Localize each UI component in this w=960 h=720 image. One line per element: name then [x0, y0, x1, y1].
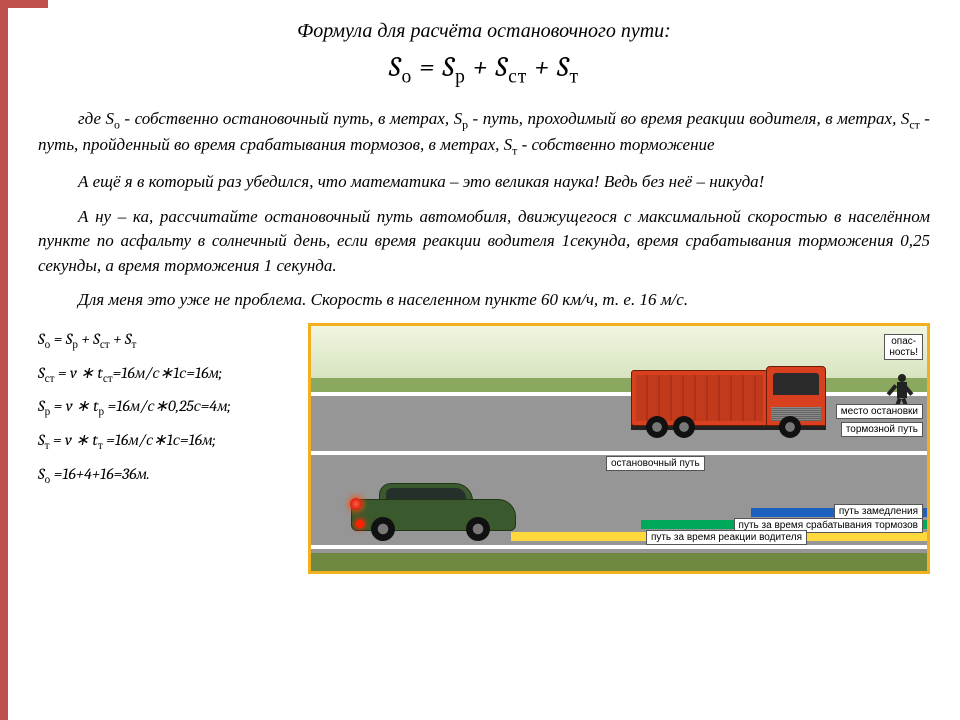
paragraph-1: А ещё я в который раз убедился, что мате…: [38, 170, 930, 195]
calc-line-4: Sт = v ∗ tт =16м/с∗1с=16м;: [38, 424, 298, 458]
diagram-grass-near: [311, 553, 927, 571]
calc-line-1: Sо = Sр + Sст + Sт: [38, 323, 298, 357]
lane-line: [311, 451, 927, 455]
paragraph-3: Для меня это уже не проблема. Скорость в…: [38, 288, 930, 313]
lower-row: Sо = Sр + Sст + Sт Sст = v ∗ tст=16м/с∗1…: [38, 323, 930, 574]
calc-line-5: Sо =16+4+16=36м.: [38, 458, 298, 492]
label-braking-path: тормозной путь: [841, 422, 923, 437]
car-icon: [351, 479, 516, 541]
calc-line-3: Sр = v ∗ tр =16м/с∗0,25с=4м;: [38, 390, 298, 424]
lane-line: [311, 392, 927, 396]
page-title: Формула для расчёта остановочного пути:: [38, 20, 930, 43]
diagram-grass-far: [311, 378, 927, 393]
paragraph-2: А ну – ка, рассчитайте остановочный путь…: [38, 205, 930, 279]
main-formula: Sо = Sр + Sст + Sт: [38, 51, 930, 89]
lane-line: [311, 545, 927, 549]
label-reaction-path: путь за время реакции водителя: [646, 530, 807, 545]
diagram-road: [311, 378, 927, 571]
calculation-block: Sо = Sр + Sст + Sт Sст = v ∗ tст=16м/с∗1…: [38, 323, 308, 574]
label-stop-place: место остановки: [836, 404, 923, 419]
diagram-sky: [311, 326, 927, 378]
truck-icon: [631, 360, 826, 438]
definitions-para: где Sо - собственно остановочный путь, в…: [38, 107, 930, 160]
label-decel-path: путь замедления: [834, 504, 923, 519]
corner-deco: [8, 0, 48, 48]
label-stopping-path: остановочный путь: [606, 456, 705, 471]
stopping-distance-diagram: опас- ность! место остановки тормозной п…: [308, 323, 930, 574]
calc-line-2: Sст = v ∗ tст=16м/с∗1с=16м;: [38, 357, 298, 391]
label-danger: опас- ность!: [884, 334, 923, 360]
body-text: где Sо - собственно остановочный путь, в…: [38, 107, 930, 313]
slide-page: Формула для расчёта остановочного пути: …: [0, 0, 960, 720]
